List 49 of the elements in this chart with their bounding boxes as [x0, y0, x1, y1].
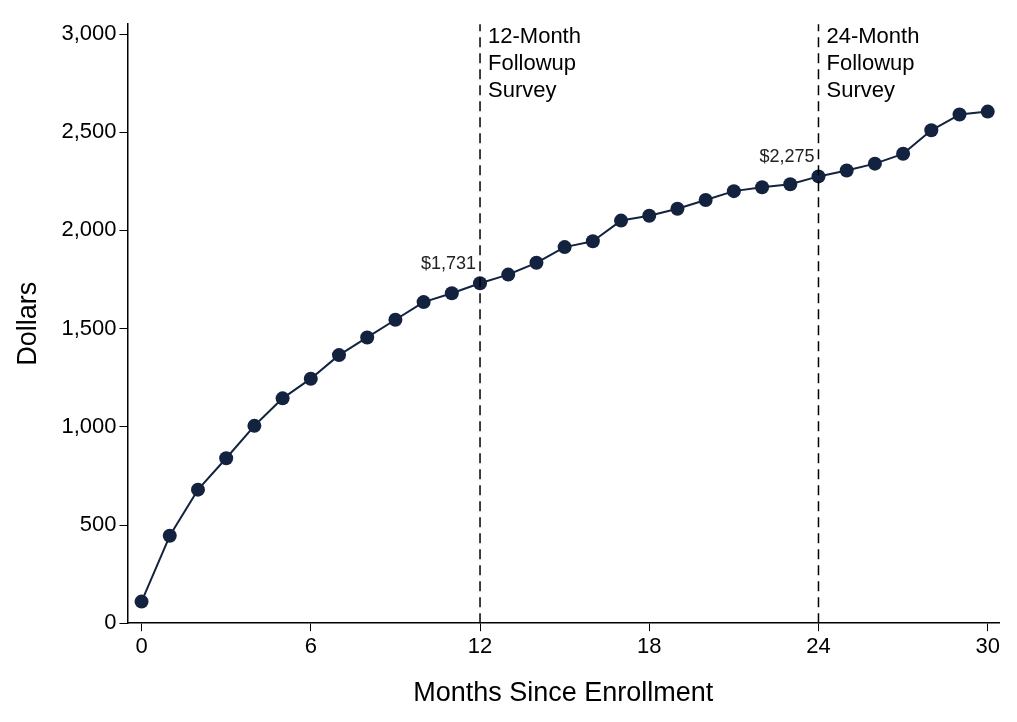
data-label: $1,731 — [420, 253, 477, 274]
point — [529, 255, 544, 270]
x-tick-label: 12 — [467, 633, 493, 659]
point — [980, 104, 995, 119]
point — [783, 177, 798, 192]
x-tick-label: 24 — [806, 633, 831, 659]
point — [416, 295, 431, 310]
y-tick-label: 500 — [79, 511, 117, 537]
point — [924, 123, 939, 138]
point — [388, 312, 403, 327]
point — [134, 594, 149, 609]
point — [501, 267, 516, 282]
point — [670, 201, 685, 216]
y-tick-label: 2,500 — [61, 118, 117, 144]
point — [867, 156, 882, 171]
point — [585, 234, 600, 249]
y-tick-label: 2,000 — [61, 216, 117, 242]
point — [726, 184, 741, 199]
x-tick-label: 18 — [637, 633, 662, 659]
y-tick-label: 1,500 — [61, 314, 117, 340]
x-tick-label: 0 — [135, 633, 148, 659]
point — [190, 482, 205, 497]
data-label: $2,275 — [759, 146, 815, 167]
point — [444, 286, 459, 301]
y-axis-title: Dollars — [11, 281, 42, 366]
point — [642, 208, 657, 223]
point — [557, 240, 572, 255]
point — [247, 418, 262, 433]
ref-line-label: 24-Month Followup Survey — [826, 23, 920, 103]
point — [331, 348, 346, 363]
point — [219, 451, 234, 466]
x-tick-label: 6 — [304, 633, 317, 659]
point — [952, 107, 967, 122]
point — [698, 192, 713, 207]
x-axis-title: Months Since Enrollment — [413, 677, 714, 708]
point — [896, 146, 911, 161]
point — [303, 371, 318, 386]
y-tick-label: 1,000 — [61, 412, 117, 438]
y-tick-label: 3,000 — [61, 20, 117, 46]
y-tick-label: 0 — [104, 609, 117, 635]
point — [275, 391, 290, 406]
point — [614, 213, 629, 228]
x-tick-label: 30 — [975, 633, 1000, 659]
point — [839, 163, 854, 178]
ref-line-label: 12-Month Followup Survey — [488, 23, 581, 103]
point — [811, 169, 826, 184]
point — [360, 330, 375, 345]
point — [755, 180, 770, 195]
point — [162, 528, 177, 543]
